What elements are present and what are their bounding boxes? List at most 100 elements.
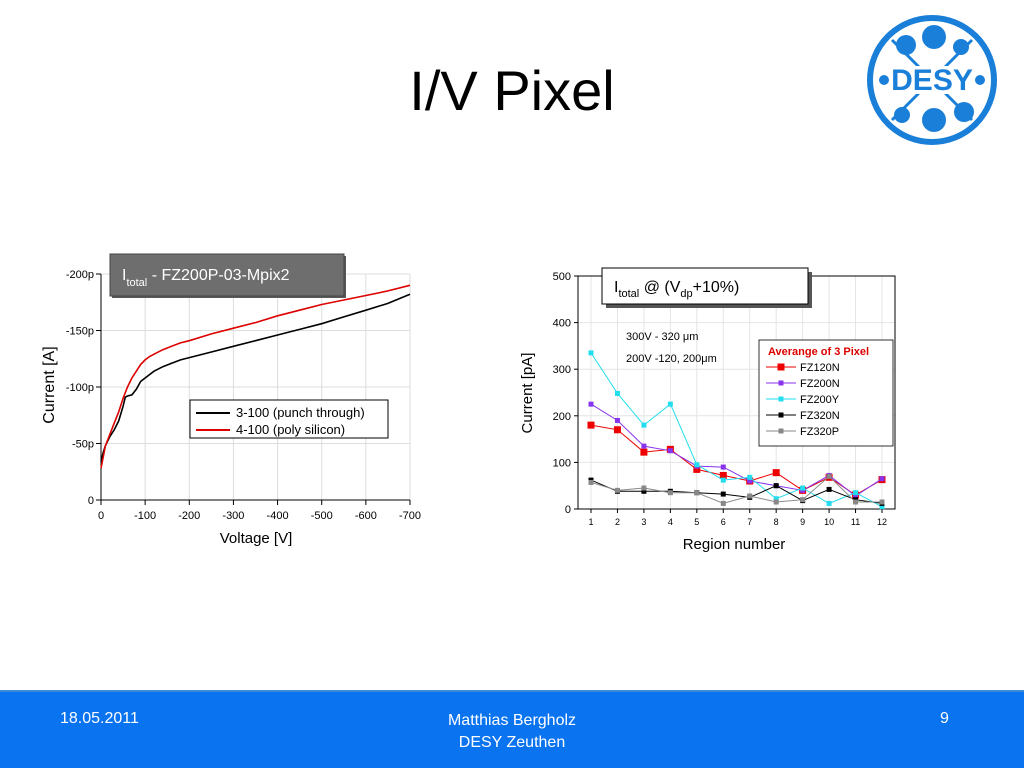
chart-title: Itotal - FZ200P-03-Mpix2 — [122, 267, 290, 289]
footer-author-institute: DESY Zeuthen — [458, 734, 566, 751]
series-marker — [853, 490, 859, 496]
x-tick-label: 9 — [800, 517, 805, 527]
y-tick-label: 0 — [565, 504, 571, 516]
y-tick-label: 0 — [88, 495, 94, 507]
y-tick-label: 500 — [553, 271, 571, 283]
series-marker — [773, 483, 779, 489]
footer-author: Matthias Bergholz DESY Zeuthen — [0, 710, 1024, 754]
series-marker — [747, 474, 753, 480]
series-line — [590, 479, 883, 504]
x-tick-label: -400 — [267, 510, 289, 522]
x-tick-label: -500 — [311, 510, 333, 522]
y-tick-label: -200p — [66, 269, 94, 281]
series-line — [590, 403, 883, 497]
chart-series — [100, 284, 411, 469]
series-marker — [587, 421, 595, 429]
series-marker — [588, 350, 594, 356]
x-tick-label: 1 — [588, 517, 593, 527]
series-marker — [640, 448, 648, 456]
x-tick-label: 7 — [747, 517, 752, 527]
series-marker — [693, 465, 701, 473]
chart-axes: 0 -100 -200 -300 -400 -500 -600 -700 0 -50p -100p -… — [66, 269, 421, 522]
footer-bar: 18.05.2011 Matthias Bergholz DESY Zeuthe… — [0, 690, 1024, 768]
x-tick-label: 2 — [615, 517, 620, 527]
x-tick-label: 3 — [641, 517, 646, 527]
y-tick-label: -100p — [66, 382, 94, 394]
annotation-320: 300V - 320 μm — [626, 331, 698, 343]
series-marker — [747, 478, 753, 484]
series-line — [590, 475, 882, 504]
series-marker — [747, 493, 753, 499]
footer-page-number: 9 — [940, 710, 949, 727]
legend-swatch-marker — [777, 363, 785, 371]
x-tick-label: -200 — [178, 510, 200, 522]
series-marker — [773, 499, 779, 505]
chart-title-sub2: dp — [680, 288, 692, 300]
y-axis-label: Current [A] — [41, 346, 58, 423]
chart-title-sub: total — [126, 277, 147, 289]
series-marker — [641, 443, 647, 449]
series-marker — [720, 491, 726, 497]
x-tick-label: -700 — [399, 510, 421, 522]
chart-title-main: I — [614, 279, 618, 296]
legend-label: FZ200N — [800, 378, 840, 390]
x-tick-label: 6 — [721, 517, 726, 527]
y-tick-label: -150p — [66, 326, 94, 338]
x-axis-label: Region number — [683, 536, 786, 553]
series-marker — [879, 476, 885, 482]
series-marker — [772, 469, 780, 477]
series-marker — [667, 448, 673, 454]
series-marker — [800, 497, 806, 503]
chart-title-main: I — [122, 267, 126, 284]
y-tick-label: 300 — [553, 364, 571, 376]
y-axis-label: Current [pA] — [519, 353, 536, 434]
series-marker — [667, 490, 673, 496]
series-marker — [667, 401, 673, 407]
series-marker — [641, 422, 647, 428]
series-marker — [879, 499, 885, 505]
series-marker — [719, 471, 727, 479]
legend-swatch-marker — [778, 380, 784, 386]
series-marker — [613, 426, 621, 434]
x-tick-label: -600 — [355, 510, 377, 522]
series-marker — [588, 401, 594, 407]
series-marker — [720, 500, 726, 506]
series-marker — [826, 500, 832, 506]
chart-legend: Averange of 3 Pixel FZ120N FZ200N FZ200Y FZ… — [758, 339, 894, 447]
slide-title: I/V Pixel — [409, 59, 615, 122]
series-marker — [641, 488, 647, 494]
iv-chart-left: 0 -100 -200 -300 -400 -500 -600 -700 0 -50p -100p -… — [41, 253, 421, 547]
series-marker — [800, 485, 806, 491]
legend-label-2: 4-100 (poly silicon) — [236, 422, 345, 437]
chart-title-sub: total — [618, 288, 639, 300]
series-marker — [826, 486, 832, 492]
legend-label: FZ320P — [800, 426, 839, 438]
legend-swatch-marker — [778, 428, 784, 434]
chart-title-rest: - FZ200P-03-Mpix2 — [147, 267, 289, 284]
series-marker — [694, 490, 700, 496]
x-tick-label: 12 — [877, 517, 887, 527]
legend-label: FZ200Y — [800, 394, 840, 406]
series-line — [100, 284, 411, 469]
x-tick-label: -300 — [222, 510, 244, 522]
series-marker — [879, 504, 885, 510]
chart-title-mid: @ (V — [639, 279, 680, 296]
legend-swatch-marker — [778, 412, 784, 418]
series-marker — [641, 485, 647, 491]
legend-label: FZ120N — [800, 362, 840, 374]
series-marker — [773, 496, 779, 502]
series-line — [590, 352, 883, 508]
series-marker — [614, 390, 620, 396]
series-marker — [853, 493, 859, 499]
series-marker — [614, 417, 620, 423]
chart-title-box: Itotal - FZ200P-03-Mpix2 — [109, 253, 346, 298]
chart-title-box: Itotal @ (Vdp+10%) — [601, 267, 812, 308]
series-marker — [720, 477, 726, 483]
x-tick-label: 5 — [694, 517, 699, 527]
x-tick-label: 8 — [774, 517, 779, 527]
legend-label: FZ320N — [800, 410, 840, 422]
chart-title: Itotal @ (Vdp+10%) — [614, 279, 739, 300]
chart-series — [587, 350, 886, 510]
legend-swatch-marker — [778, 396, 784, 402]
